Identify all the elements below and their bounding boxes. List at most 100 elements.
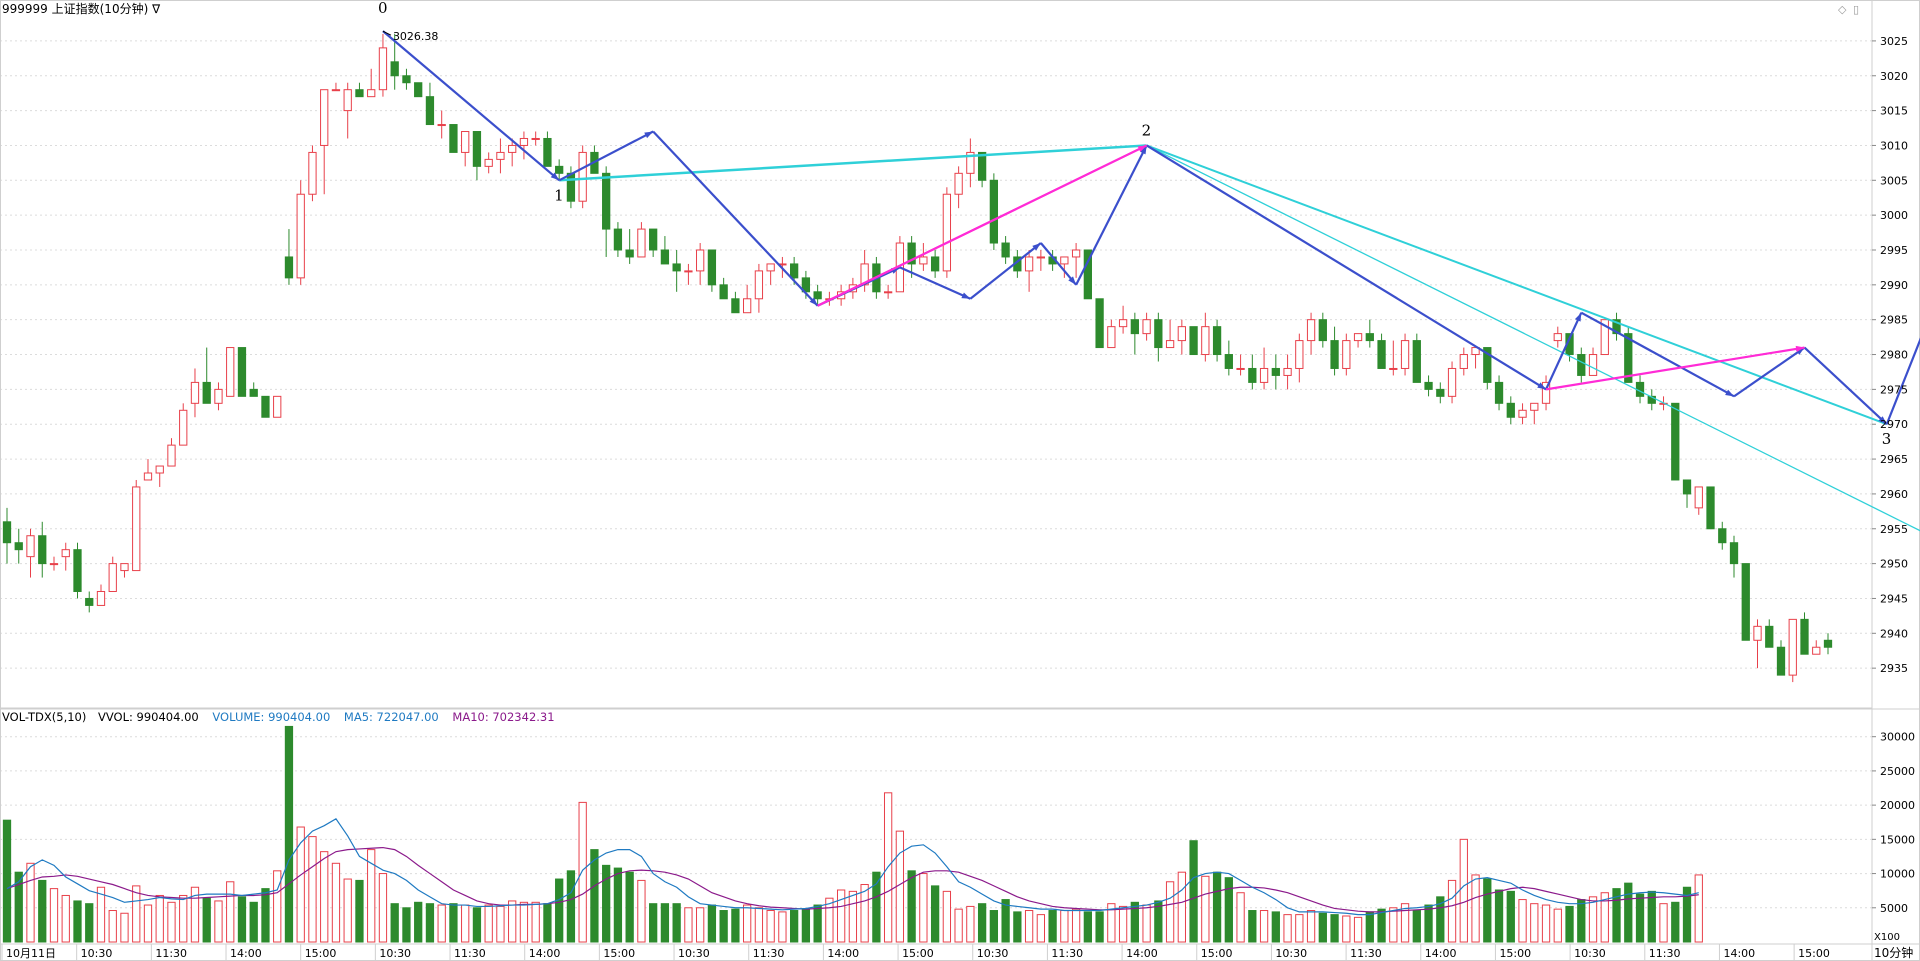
volume-bar: [778, 911, 787, 943]
candle-body: [1083, 249, 1092, 300]
volume-bar: [461, 904, 470, 943]
wave-arrowhead: [1725, 389, 1735, 397]
restore-window-icon[interactable]: ▯: [1853, 3, 1860, 16]
volume-bar: [85, 903, 94, 943]
candle: [1741, 563, 1750, 641]
candle-body: [1706, 486, 1715, 530]
candle-body: [1506, 402, 1515, 418]
candle: [602, 166, 611, 257]
wave-arrow: [1075, 144, 1148, 286]
volume-bar: [437, 904, 446, 943]
volume-bar: [1682, 886, 1692, 943]
candle: [1718, 521, 1727, 550]
candle-body: [1342, 340, 1351, 369]
volume-bar: [789, 910, 799, 943]
candle-body: [85, 597, 94, 606]
wave-segment: [558, 130, 654, 182]
x-tick-label: 10:30: [678, 947, 710, 960]
volume-bar: [1530, 903, 1539, 943]
volume-bar: [977, 903, 987, 943]
period-label[interactable]: 10分钟: [1874, 945, 1913, 960]
candle: [578, 145, 587, 209]
wave-label: 0: [378, 0, 388, 17]
candle-body: [449, 124, 458, 153]
volume-bar: [1071, 908, 1081, 943]
candle: [684, 263, 693, 285]
volume-bar: [719, 910, 728, 943]
candle: [320, 89, 329, 195]
candle: [261, 395, 270, 418]
candle: [1459, 347, 1468, 376]
candle: [343, 82, 352, 139]
candle-body: [1494, 381, 1504, 404]
candle-body: [1459, 354, 1468, 369]
chart-title: 999999 上证指数(10分钟) ∇: [2, 1, 161, 16]
diamond-icon[interactable]: ◇: [1838, 3, 1847, 16]
wave-arrowhead: [1032, 243, 1041, 251]
wave-arrow: [1146, 144, 1547, 391]
candle: [942, 187, 952, 278]
volume-bar: [1424, 904, 1433, 943]
volume-bar: [1342, 915, 1351, 943]
x-tick-label: 15:00: [1798, 947, 1830, 960]
volume-bar: [1306, 910, 1316, 943]
candle-body: [743, 298, 752, 314]
price-tick-label: 2985: [1880, 314, 1908, 327]
candle: [883, 284, 893, 299]
candle: [1776, 640, 1786, 676]
candle-body: [696, 249, 705, 272]
candle: [1154, 312, 1163, 362]
volume-bar: [1001, 899, 1010, 943]
volume-bar: [1389, 907, 1398, 943]
volume-bar: [14, 871, 23, 943]
x-tick-label: 10:30: [81, 947, 113, 960]
high-value-label: 3026.38: [393, 30, 439, 43]
candle: [402, 68, 411, 90]
candle-body: [1236, 367, 1245, 370]
volume-bar: [1259, 910, 1269, 943]
candle-body: [813, 291, 822, 300]
volume-bar: [261, 888, 270, 943]
candle: [1224, 340, 1233, 376]
volume-bar: [484, 904, 493, 943]
candle-body: [684, 270, 693, 273]
candle: [555, 159, 564, 181]
candle: [296, 180, 305, 285]
volume-bar: [966, 905, 975, 943]
candle-body: [578, 151, 587, 202]
wave-segment: [1146, 144, 1547, 391]
candle: [731, 291, 740, 314]
candle: [26, 528, 35, 578]
candle-body: [1024, 256, 1034, 272]
volume-bar: [1330, 914, 1339, 943]
candle-body: [566, 172, 576, 202]
candle: [1330, 326, 1339, 376]
candle: [1506, 396, 1515, 425]
volume-bar: [378, 873, 388, 943]
candle: [1541, 375, 1551, 411]
volume-bar: [578, 801, 587, 943]
volume-bar: [108, 910, 117, 943]
candle-body: [202, 381, 211, 404]
candle-body: [437, 124, 446, 127]
candle: [696, 243, 705, 285]
candle: [1177, 319, 1186, 355]
candle: [496, 138, 505, 174]
wave-arrow: [652, 130, 819, 307]
volume-bar: [1600, 892, 1609, 943]
candle-body: [766, 263, 775, 272]
candle-body: [108, 563, 117, 592]
x-tick-label: 11:30: [1051, 947, 1083, 960]
volume-bar: [1142, 904, 1151, 943]
candle-body: [1788, 618, 1797, 676]
wave-arrow: [1545, 312, 1583, 390]
volume-bar: [989, 910, 999, 943]
candle-body: [284, 256, 294, 279]
price-tick-label: 3000: [1880, 209, 1908, 222]
candle-body: [1800, 618, 1809, 655]
candle-body: [707, 249, 717, 286]
volume-bar: [1295, 914, 1304, 943]
volume-bar: [1212, 871, 1222, 943]
volume-bar: [1483, 878, 1492, 943]
